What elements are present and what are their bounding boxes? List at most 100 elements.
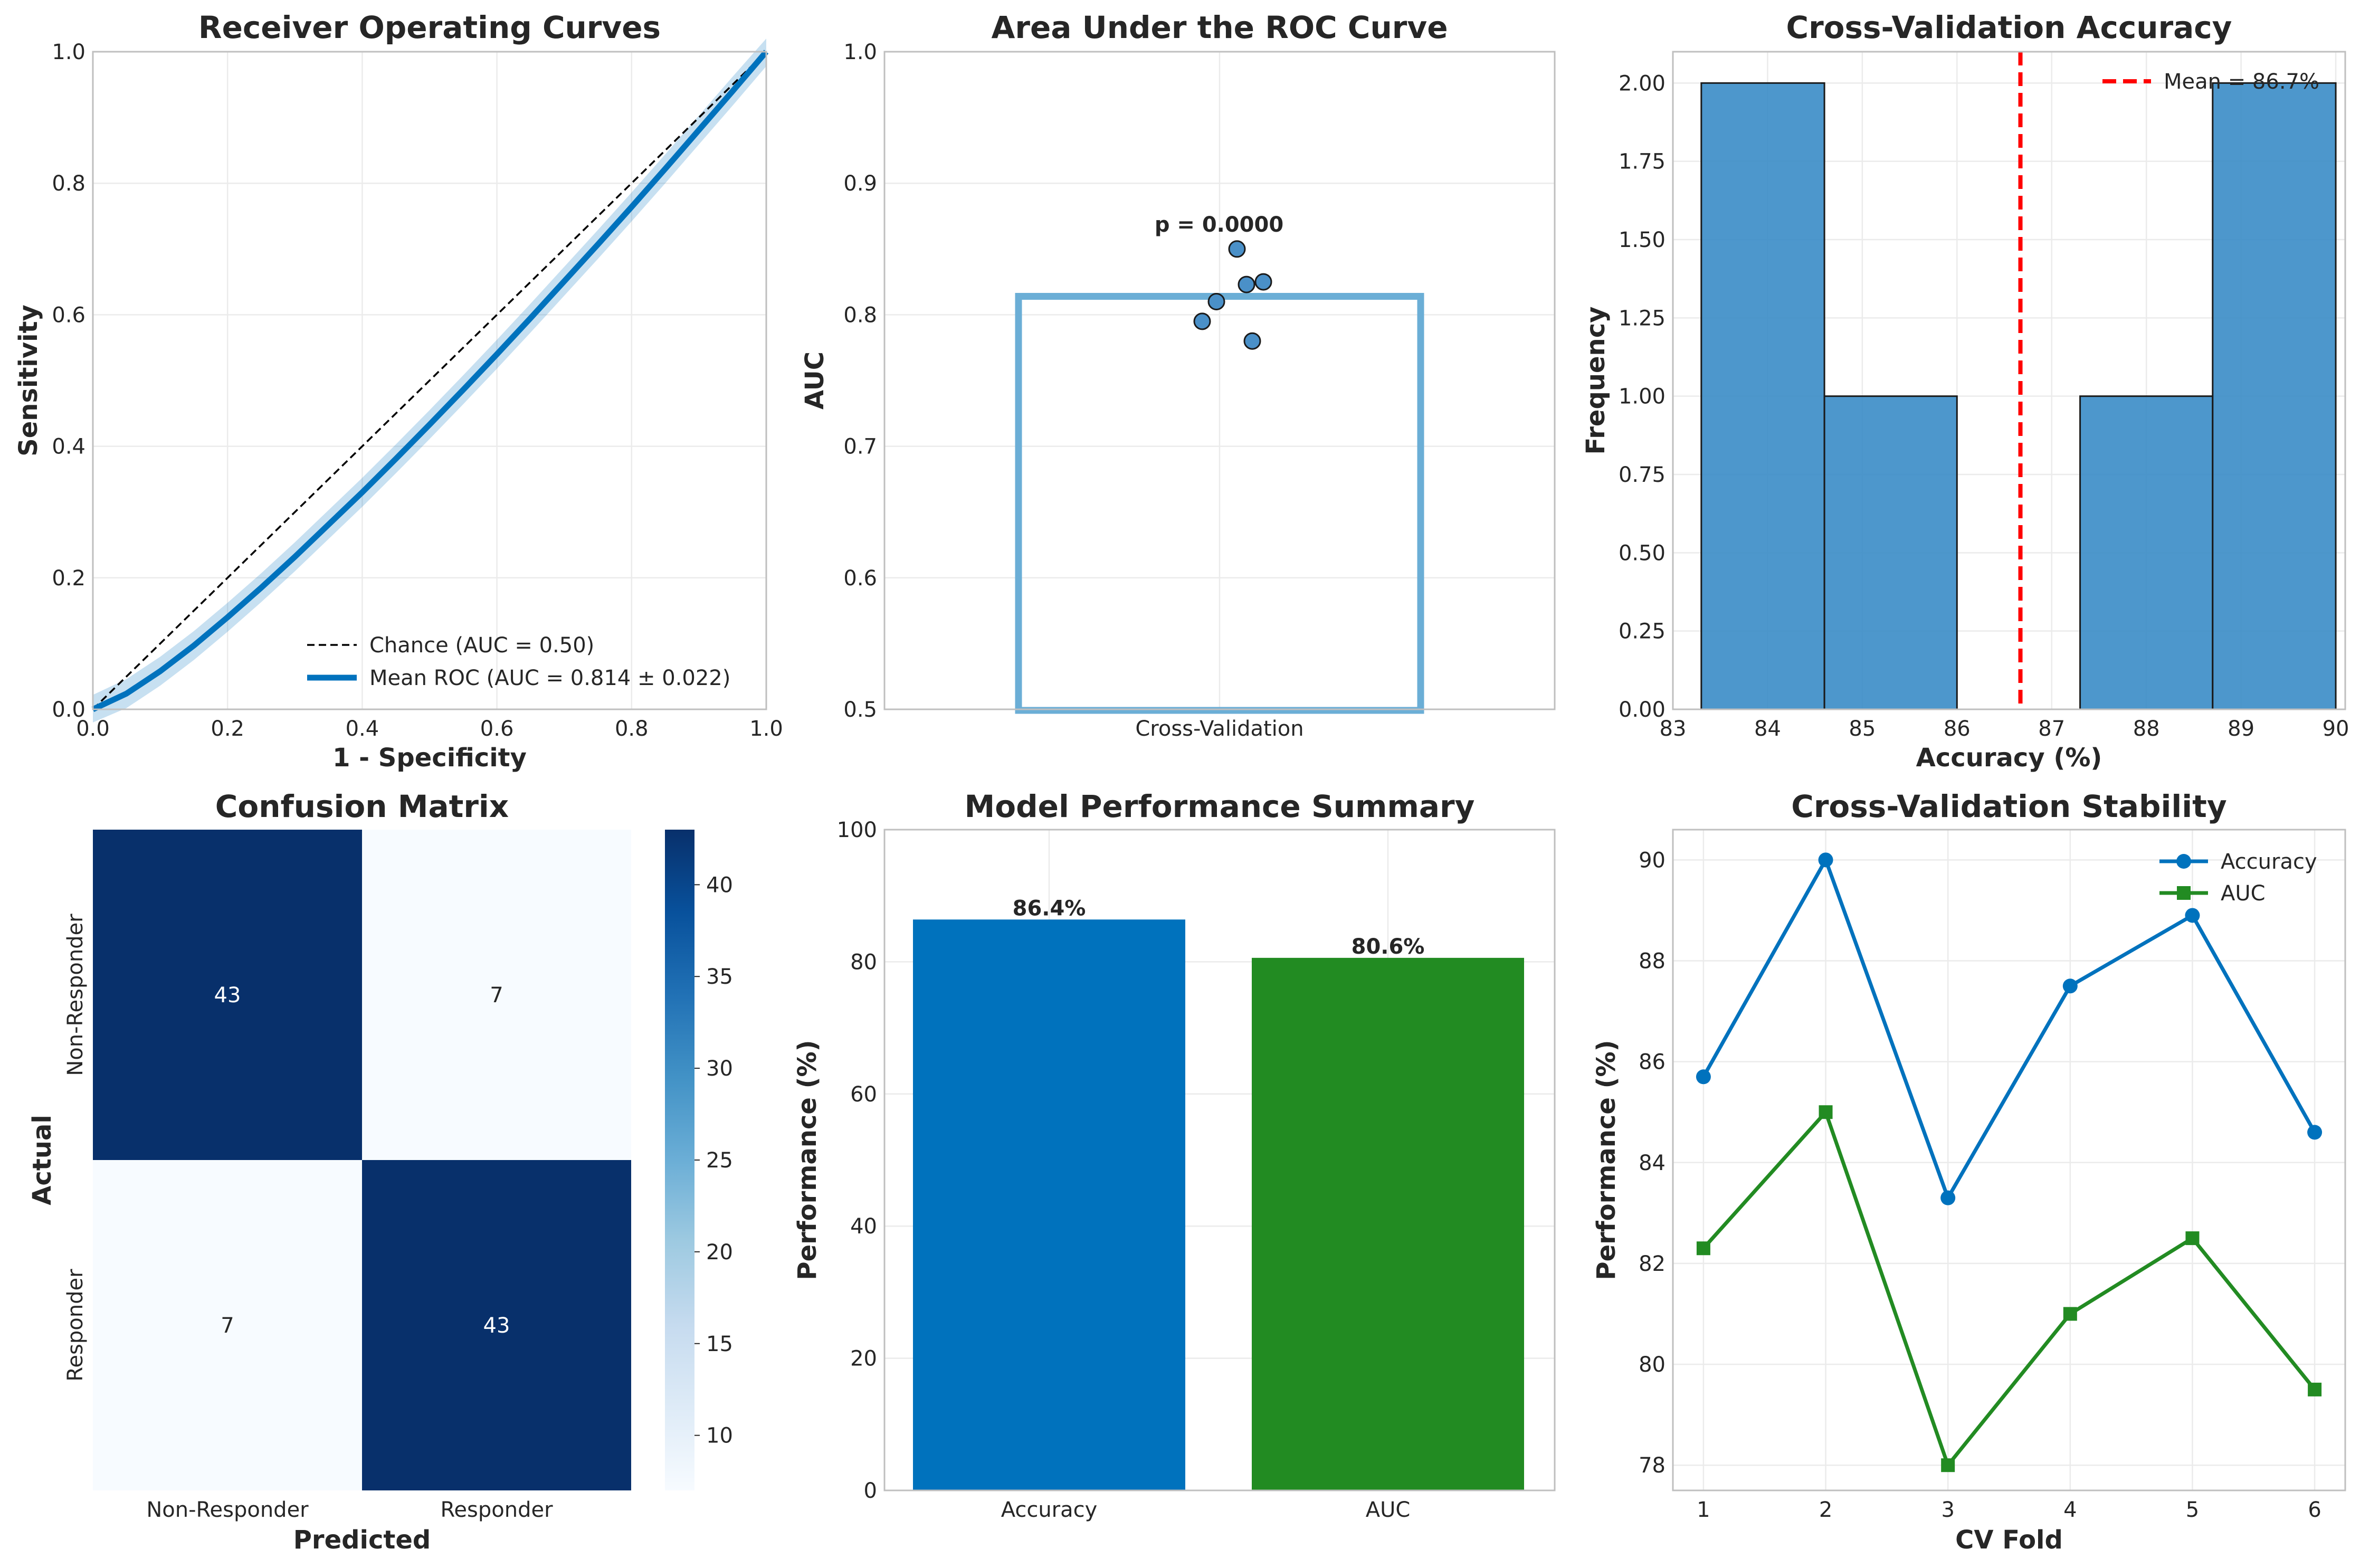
hist-y-tick-label: 0.75 (1619, 463, 1666, 487)
roc-plot-frame (92, 51, 767, 710)
perf-y-tick-label: 100 (837, 818, 877, 842)
auc-y-tick-label: 0.8 (843, 303, 877, 327)
perf-x-tick-label: AUC (1366, 1498, 1411, 1522)
hist-y-tick-label: 0.25 (1619, 620, 1666, 644)
stab-point-auc (2063, 1307, 2077, 1321)
roc-x-tick-label: 0.0 (76, 717, 110, 741)
auc-fold-point (1238, 275, 1255, 293)
hist-y-tick-label: 2.00 (1619, 71, 1666, 96)
stab-legend-auc-label: AUC (2221, 881, 2266, 906)
hist-x-tick-label: 89 (2228, 717, 2254, 741)
stab-point-auc (1819, 1105, 1833, 1119)
confusion-cell-value: 43 (214, 983, 241, 1008)
colorbar-tick-label: 40 (706, 873, 733, 897)
stab-point-accuracy (1818, 852, 1833, 868)
confusion-x-tick-label: Responder (440, 1498, 553, 1522)
hist-plot-frame (1672, 51, 2346, 710)
auc-fold-point (1207, 292, 1225, 310)
auc-fold-point (1193, 312, 1211, 330)
auc-y-tick-label: 1.0 (843, 40, 877, 64)
perf-bar-value-label: 86.4% (1013, 896, 1086, 920)
perf-y-tick-label: 40 (850, 1214, 877, 1239)
auc-y-axis-label: AUC (800, 351, 830, 410)
cv-stability-panel: 1 2 3 4 5 6 78 80 82 84 86 88 90 Accuracy AUC Cross-Val… (1592, 788, 2345, 1555)
stab-legend-auc-marker (2177, 886, 2191, 900)
roc-x-tick-label: 0.4 (346, 717, 379, 741)
confusion-y-axis-label: Actual (27, 1115, 57, 1205)
hist-y-tick-label: 1.50 (1619, 228, 1666, 252)
confusion-cell-value: 7 (221, 1314, 234, 1338)
auc-y-tick-label: 0.9 (843, 172, 877, 196)
stab-plot-frame (1672, 829, 2346, 1491)
confusion-cell (362, 1160, 631, 1490)
confusion-y-tick-label: Non-Responder (63, 914, 88, 1076)
confusion-cell-value: 43 (483, 1314, 510, 1338)
roc-panel: 0.0 0.2 0.4 0.6 0.8 1.0 0.0 0.2 0.4 0.6 0.8 1.0 Chan… (14, 9, 783, 773)
auc-y-tick-label: 0.6 (843, 566, 877, 591)
hist-x-tick-label: 85 (1849, 717, 1876, 741)
colorbar (665, 830, 694, 1490)
stab-point-auc (2185, 1231, 2200, 1246)
perf-bar-value-label: 80.6% (1352, 935, 1425, 959)
stab-y-tick-label: 90 (1639, 848, 1666, 872)
hist-bar (1823, 395, 1958, 710)
roc-x-tick-label: 0.8 (615, 717, 649, 741)
stab-x-tick-label: 6 (2308, 1498, 2321, 1522)
hist-legend-label: Mean = 86.7% (2164, 70, 2319, 94)
hist-x-tick-label: 84 (1754, 717, 1781, 741)
stab-point-auc (2308, 1382, 2322, 1396)
hist-x-tick-label: 86 (1944, 717, 1971, 741)
stab-point-accuracy (1940, 1190, 1956, 1205)
stab-x-tick-label: 2 (1819, 1498, 1832, 1522)
hist-bar (2079, 395, 2214, 710)
roc-y-tick-label: 0.2 (52, 566, 85, 591)
auc-panel: 0.5 0.6 0.7 0.8 0.9 1.0 p = 0.0000 Cross-Valida… (800, 9, 1555, 741)
hist-y-tick-label: 1.75 (1619, 150, 1666, 174)
perf-y-tick-label: 80 (850, 950, 877, 974)
colorbar-tick-label: 30 (706, 1057, 733, 1081)
hist-x-tick-label: 90 (2323, 717, 2349, 741)
stab-point-accuracy (2185, 908, 2200, 923)
confusion-cell (93, 830, 362, 1160)
hist-y-axis-label: Frequency (1581, 307, 1611, 455)
hist-bar (2212, 82, 2337, 710)
stab-x-tick-label: 1 (1697, 1498, 1710, 1522)
roc-y-tick-label: 1.0 (52, 40, 85, 64)
stab-point-auc (1941, 1458, 1955, 1472)
stab-point-accuracy (2307, 1125, 2323, 1140)
colorbar-tick-label: 15 (706, 1332, 733, 1356)
perf-y-tick-label: 60 (850, 1082, 877, 1107)
stab-y-tick-label: 86 (1639, 1050, 1666, 1075)
auc-y-tick-label: 0.7 (843, 435, 877, 459)
colorbar-tick-label: 25 (706, 1148, 733, 1173)
perf-y-tick-label: 20 (850, 1347, 877, 1371)
colorbar-tick-label: 35 (706, 965, 733, 989)
hist-y-tick-label: 1.25 (1619, 306, 1666, 330)
confusion-cell-value: 7 (490, 983, 503, 1008)
stab-y-tick-label: 78 (1639, 1453, 1666, 1478)
stab-point-auc (1696, 1241, 1710, 1256)
roc-legend-chance-label: Chance (AUC = 0.50) (369, 633, 594, 658)
stab-x-axis-label: CV Fold (1955, 1525, 2063, 1555)
perf-title: Model Performance Summary (965, 788, 1475, 824)
roc-y-tick-label: 0.6 (52, 303, 85, 327)
stab-y-tick-label: 80 (1639, 1353, 1666, 1377)
stab-y-tick-label: 88 (1639, 949, 1666, 973)
roc-y-tick-label: 0.0 (52, 698, 85, 722)
stab-series-line-auc (1702, 1110, 2316, 1467)
stab-point-accuracy (1696, 1069, 1711, 1085)
auc-y-tick-label: 0.5 (843, 698, 877, 722)
roc-title: Receiver Operating Curves (198, 9, 661, 45)
confusion-matrix-panel: 43 7 7 43 Non-Responder Responder Non-Responde… (27, 788, 733, 1555)
hist-y-tick-label: 1.00 (1619, 385, 1666, 409)
stab-y-axis-label: Performance (%) (1592, 1040, 1621, 1280)
roc-chance-line (92, 51, 767, 710)
perf-bar (1252, 957, 1524, 1490)
hist-x-tick-label: 87 (2038, 717, 2065, 741)
perf-x-tick-label: Accuracy (1001, 1498, 1098, 1522)
hist-x-tick-label: 88 (2133, 717, 2160, 741)
perf-plot-frame (883, 829, 1556, 1491)
auc-p-value-annotation: p = 0.0000 (1155, 213, 1283, 237)
stab-legend-accuracy-label: Accuracy (2221, 850, 2317, 874)
